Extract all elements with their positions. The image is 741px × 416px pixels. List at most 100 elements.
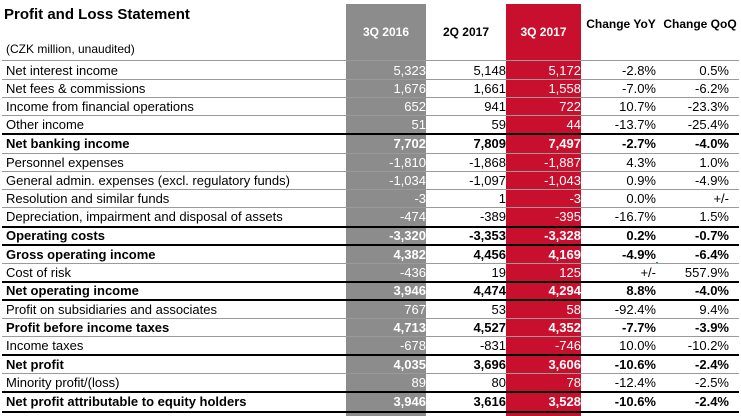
value-change-qoq: +/-: [713, 191, 729, 206]
value-change-yoy: 0.2%: [626, 228, 656, 243]
value-3q2017: 125: [559, 265, 581, 280]
value-change-yoy: 10.7%: [619, 99, 656, 114]
value-change-yoy: 8.8%: [626, 283, 656, 298]
header-3q2016: 3Q 2016: [362, 25, 410, 39]
value-2q2017: -389: [479, 209, 506, 224]
row-label: Income taxes: [6, 338, 84, 353]
value-change-yoy: -92.4%: [614, 302, 656, 317]
value-change-yoy: -7.7%: [622, 320, 656, 335]
value-change-yoy: -2.7%: [622, 136, 656, 151]
header-change-qoq: Change QoQ: [663, 17, 737, 31]
value-change-yoy: 0.0%: [626, 191, 656, 206]
value-2q2017: -1,868: [469, 155, 506, 170]
value-2q2017: 3,616: [473, 394, 506, 409]
row-label: Profit before income taxes: [6, 320, 170, 335]
header-2q2017: 2Q 2017: [442, 25, 490, 39]
value-2q2017: 4,456: [473, 247, 506, 262]
row-divider: [2, 79, 739, 80]
value-2q2017: -1,097: [469, 173, 506, 188]
value-change-qoq: -4.9%: [695, 173, 729, 188]
value-3q2017: 3,528: [548, 394, 581, 409]
row-label: Operating costs: [6, 228, 105, 243]
value-change-qoq: 9.4%: [699, 302, 729, 317]
value-3q2016: -1,034: [389, 173, 426, 188]
table-row: Resolution and similar funds -3 1 -3 0.0% +/-: [0, 190, 741, 208]
row-label: Net interest income: [6, 63, 118, 78]
row-label: Net profit: [6, 357, 64, 372]
value-3q2016: 1,676: [393, 81, 426, 96]
row-divider: [2, 189, 739, 190]
value-change-yoy: -10.6%: [614, 357, 656, 372]
value-change-qoq: -3.9%: [695, 320, 729, 335]
row-label: Personnel expenses: [6, 155, 124, 170]
table-row: Net interest income 5,323 5,148 5,172 -2.8% 0…: [0, 62, 741, 80]
row-divider: [2, 133, 739, 135]
value-2q2017: -831: [479, 338, 506, 353]
value-3q2017: 4,294: [548, 283, 581, 298]
value-3q2016: 4,713: [393, 320, 426, 335]
value-3q2016: 5,323: [393, 63, 426, 78]
value-change-yoy: -10.6%: [614, 394, 656, 409]
row-divider: [2, 226, 739, 228]
value-3q2017: 1,558: [548, 81, 581, 96]
table-row: Net profit attributable to equity holder…: [0, 393, 741, 411]
value-change-qoq: -2.4%: [695, 394, 729, 409]
value-3q2017: -746: [554, 338, 581, 353]
value-change-yoy: 10.0%: [619, 338, 656, 353]
row-label: Minority profit/(loss): [6, 375, 120, 390]
value-3q2017: 3,606: [548, 357, 581, 372]
value-2q2017: 53: [491, 302, 506, 317]
table-row: Depreciation, impairment and disposal of…: [0, 208, 741, 226]
table-row: Net banking income 7,702 7,809 7,497 -2.7% -4…: [0, 135, 741, 153]
table-row: General admin. expenses (excl. regulator…: [0, 172, 741, 190]
row-label: Income from financial operations: [6, 99, 194, 114]
row-divider: [2, 263, 739, 264]
value-2q2017: 3,696: [473, 357, 506, 372]
value-change-yoy: +/-: [640, 265, 656, 280]
row-divider: [2, 153, 739, 154]
value-3q2016: -3: [414, 191, 426, 206]
row-divider: [2, 318, 739, 319]
value-change-yoy: -2.8%: [622, 63, 656, 78]
value-2q2017: 5,148: [473, 63, 506, 78]
value-change-qoq: -2.4%: [695, 357, 729, 372]
value-3q2016: -1,810: [389, 155, 426, 170]
value-change-qoq: -25.4%: [687, 117, 729, 132]
value-3q2016: 51: [411, 117, 426, 132]
table-row: Minority profit/(loss) 89 80 78 -12.4% -2.5%: [0, 374, 741, 392]
value-3q2017: -1,887: [544, 155, 581, 170]
table-row: Income taxes -678 -831 -746 10.0% -10.2%: [0, 337, 741, 355]
value-change-qoq: -2.5%: [695, 375, 729, 390]
value-2q2017: 4,527: [473, 320, 506, 335]
table-row: Operating costs -3,320 -3,353 -3,328 0.2% -0.…: [0, 227, 741, 245]
row-label: Net fees & commissions: [6, 81, 146, 96]
value-3q2016: 767: [404, 302, 426, 317]
value-3q2017: -3: [569, 191, 581, 206]
row-label: Profit on subsidiaries and associates: [6, 302, 218, 317]
value-change-qoq: -6.4%: [695, 247, 729, 262]
row-divider: [2, 391, 739, 393]
value-3q2016: 4,035: [393, 357, 426, 372]
row-divider: [2, 281, 739, 283]
row-divider: [2, 373, 739, 374]
value-3q2017: -1,043: [544, 173, 581, 188]
value-3q2016: 4,382: [393, 247, 426, 262]
table-row: Profit on subsidiaries and associates 767…: [0, 301, 741, 319]
value-change-qoq: 557.9%: [684, 265, 729, 280]
value-2q2017: 19: [491, 265, 506, 280]
value-change-qoq: -10.2%: [687, 338, 729, 353]
row-divider: [2, 336, 739, 337]
value-3q2016: -678: [399, 338, 426, 353]
row-divider: [2, 299, 739, 301]
value-2q2017: -3,353: [469, 228, 506, 243]
column-highlight-3q2017: [506, 4, 581, 416]
value-change-yoy: -7.0%: [622, 81, 656, 96]
value-3q2016: 89: [411, 375, 426, 390]
value-2q2017: 1,661: [473, 81, 506, 96]
value-3q2017: 4,169: [548, 247, 581, 262]
value-3q2016: -436: [399, 265, 426, 280]
units-note: (CZK million, unaudited): [6, 42, 135, 56]
value-2q2017: 7,809: [473, 136, 506, 151]
header-change-yoy: Change YoY: [586, 17, 656, 31]
